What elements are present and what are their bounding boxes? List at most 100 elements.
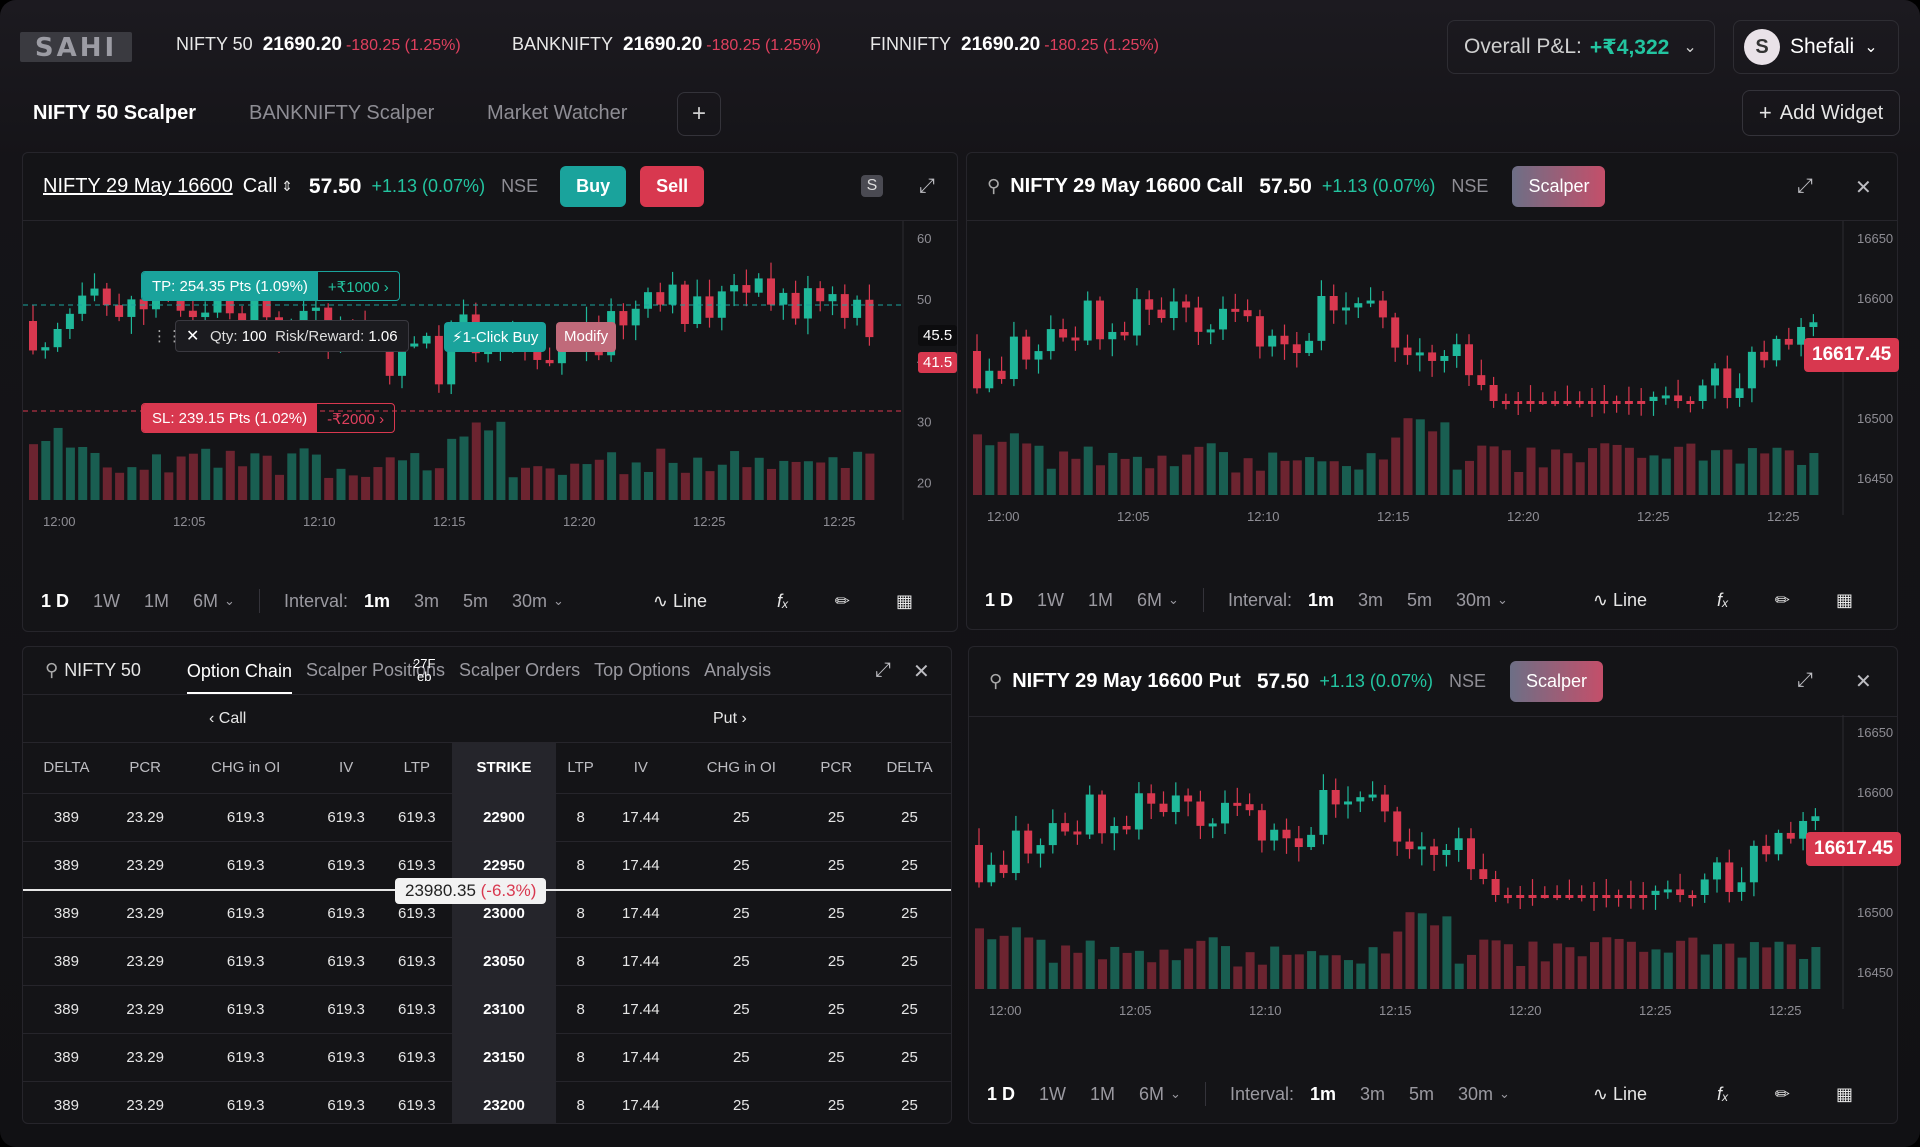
range-1w[interactable]: 1W — [1039, 1083, 1067, 1104]
expiry-tag[interactable]: 27F eb — [413, 656, 436, 684]
interval-30m[interactable]: 30m — [512, 590, 548, 611]
expand-icon[interactable]: ⤢ — [1797, 669, 1813, 691]
interval-3m[interactable]: 3m — [1360, 1083, 1386, 1104]
function-icon[interactable]: fₓ — [777, 590, 789, 611]
range-1m[interactable]: 1M — [1090, 1083, 1116, 1104]
ticker-banknifty[interactable]: BANKNIFTY 21690.20 -180.25 (1.25%) — [512, 34, 821, 56]
call-label[interactable]: ‹ Call — [209, 710, 247, 727]
put-label[interactable]: Put › — [713, 710, 747, 727]
range-6m[interactable]: 6M — [1137, 589, 1163, 610]
take-profit-label[interactable]: TP: 254.35 Pts (1.09%) +₹1000 › — [141, 271, 400, 301]
interval-30m[interactable]: 30m — [1458, 1083, 1494, 1104]
scalper-button[interactable]: Scalper — [1512, 166, 1606, 207]
tab-banknifty-scalper[interactable]: BANKNIFTY Scalper — [249, 102, 435, 124]
interval-3m[interactable]: 3m — [1358, 589, 1384, 610]
interval-3m[interactable]: 3m — [414, 590, 440, 611]
interval-1m[interactable]: 1m — [363, 590, 390, 611]
chevron-down-icon[interactable]: ⌄ — [1499, 1086, 1510, 1101]
candle-body — [1194, 307, 1203, 332]
interval-5m[interactable]: 5m — [463, 590, 489, 611]
ticker-nifty[interactable]: NIFTY 50 21690.20 -180.25 (1.25%) — [176, 34, 461, 56]
function-icon[interactable]: fₓ — [1717, 589, 1729, 610]
tab-market-watcher[interactable]: Market Watcher — [487, 102, 628, 124]
close-icon[interactable]: ✕ — [913, 661, 930, 683]
tab-top-options[interactable]: Top Options — [594, 660, 691, 680]
tab-option-chain[interactable]: Option Chain — [186, 661, 292, 694]
chevron-down-icon[interactable]: ⌄ — [1497, 592, 1508, 607]
range-1m[interactable]: 1M — [144, 590, 170, 611]
modify-button[interactable]: Modify — [556, 322, 617, 352]
sell-button[interactable]: Sell — [640, 166, 705, 207]
symbol[interactable]: NIFTY 29 May 16600 Put — [1012, 670, 1241, 692]
interval-5m[interactable]: 5m — [1407, 589, 1433, 610]
chevron-down-icon[interactable]: ⌄ — [553, 593, 564, 608]
range-1m[interactable]: 1M — [1088, 589, 1114, 610]
line-icon[interactable]: ∿ Line — [1592, 1083, 1648, 1104]
candlestick-chart[interactable]: 166501660016550165001645012:0012:0512:10… — [969, 715, 1898, 1065]
expand-icon[interactable]: ⤢ — [919, 175, 935, 197]
symbol-link[interactable]: NIFTY 29 May 16600 — [43, 175, 233, 197]
range-1w[interactable]: 1W — [1037, 589, 1065, 610]
add-tab-button[interactable]: + — [677, 92, 721, 136]
expand-icon[interactable]: ⤢ — [1797, 175, 1813, 197]
search-box[interactable]: ⚲ NIFTY 50 — [45, 660, 141, 681]
interval-1m[interactable]: 1m — [1309, 1083, 1336, 1104]
close-icon[interactable]: ✕ — [186, 328, 200, 345]
range-1d[interactable]: 1 D — [987, 1083, 1016, 1104]
drag-handle-icon[interactable]: ⋮⋮ — [152, 328, 182, 345]
chevron-down-icon[interactable]: ⌄ — [1170, 1086, 1181, 1101]
table-row[interactable]: 389 23.29 619.3 619.3 619.3 22900 8 17.44 25 25 25 — [23, 793, 951, 842]
line-icon[interactable]: ∿ Line — [1592, 589, 1648, 610]
candle-body — [985, 370, 994, 389]
range-6m[interactable]: 6M — [193, 590, 219, 611]
range-1d[interactable]: 1 D — [41, 590, 70, 611]
column-header[interactable]: STRIKE — [452, 743, 556, 794]
buy-button[interactable]: Buy — [560, 166, 627, 207]
expand-icon[interactable]: ⤢ — [875, 659, 891, 681]
table-row[interactable]: 389 23.29 619.3 619.3 619.3 23000 8 17.44 25 25 25 — [23, 889, 951, 938]
tab-scalper-positions[interactable]: Scalper Positions — [305, 660, 446, 680]
user-menu[interactable]: S Shefali ⌄ — [1733, 20, 1899, 74]
table-row[interactable]: 389 23.29 619.3 619.3 619.3 23150 8 17.44 25 25 25 — [23, 1033, 951, 1082]
s-badge[interactable]: S — [861, 175, 883, 197]
table-row[interactable]: 389 23.29 619.3 619.3 619.3 23100 8 17.44 25 25 25 — [23, 985, 951, 1034]
search-icon[interactable]: ⚲ — [989, 671, 1003, 691]
interval-1m[interactable]: 1m — [1307, 589, 1334, 610]
grid-icon[interactable]: ▦ — [1835, 1083, 1853, 1104]
ticker-finnifty[interactable]: FINNIFTY 21690.20 -180.25 (1.25%) — [870, 34, 1159, 56]
range-1d[interactable]: 1 D — [985, 589, 1014, 610]
grid-icon[interactable]: ▦ — [1835, 589, 1853, 610]
draw-icon[interactable]: ✏ — [834, 590, 850, 611]
table-row[interactable]: 389 23.29 619.3 619.3 619.3 22950 8 17.44 25 25 25 — [23, 841, 951, 890]
symbol[interactable]: NIFTY 29 May 16600 Call — [1010, 175, 1244, 197]
draw-icon[interactable]: ✏ — [1774, 589, 1790, 610]
one-click-buy-button[interactable]: ⚡1-Click Buy — [444, 322, 547, 352]
interval-30m[interactable]: 30m — [1456, 589, 1492, 610]
draw-icon[interactable]: ✏ — [1774, 1083, 1790, 1104]
tab-scalper-orders[interactable]: Scalper Orders — [459, 660, 581, 680]
scalper-button[interactable]: Scalper — [1509, 661, 1603, 702]
function-icon[interactable]: fₓ — [1717, 1083, 1729, 1104]
candlestick-chart[interactable]: 166501660016550165001645012:0012:0512:10… — [967, 221, 1898, 571]
order-qty-box[interactable]: ⋮⋮ ✕ Qty: 100 Risk/Reward: 1.06 — [152, 320, 409, 352]
volume-bar — [1329, 461, 1339, 495]
search-icon[interactable]: ⚲ — [987, 176, 1001, 196]
chevron-down-icon[interactable]: ⌄ — [224, 593, 235, 608]
close-icon[interactable]: ✕ — [1855, 177, 1872, 199]
interval-5m[interactable]: 5m — [1409, 1083, 1435, 1104]
tab-analysis[interactable]: Analysis — [704, 660, 772, 680]
chevron-down-icon[interactable]: ⌄ — [1168, 592, 1179, 607]
sort-icon[interactable]: ⇕ — [281, 178, 293, 194]
table-row[interactable]: 389 23.29 619.3 619.3 619.3 23050 8 17.44 25 25 25 — [23, 937, 951, 986]
add-widget-button[interactable]: + Add Widget — [1742, 90, 1900, 136]
pnl-dropdown[interactable]: Overall P&L: +₹4,322 ⌄ — [1447, 20, 1715, 74]
table-row[interactable]: 389 23.29 619.3 619.3 619.3 23200 8 17.44 25 25 25 — [23, 1081, 951, 1123]
grid-icon[interactable]: ▦ — [895, 590, 913, 611]
range-6m[interactable]: 6M — [1139, 1083, 1165, 1104]
stop-loss-label[interactable]: SL: 239.15 Pts (1.02%) -₹2000 › — [141, 403, 396, 433]
tab-nifty-scalper[interactable]: NIFTY 50 Scalper — [33, 102, 197, 124]
volume-bar — [1503, 944, 1513, 989]
range-1w[interactable]: 1W — [93, 590, 121, 611]
line-icon[interactable]: ∿ Line — [652, 590, 708, 611]
close-icon[interactable]: ✕ — [1855, 671, 1872, 693]
